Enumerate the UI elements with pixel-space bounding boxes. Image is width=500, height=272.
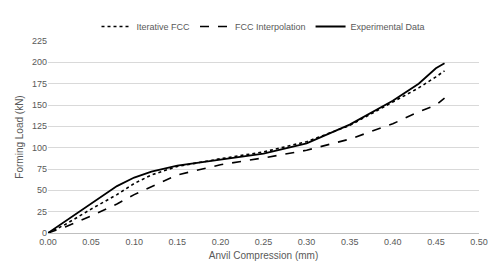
svg-text:0.35: 0.35 (341, 237, 359, 247)
svg-text:0.30: 0.30 (298, 237, 316, 247)
svg-text:0.40: 0.40 (384, 237, 402, 247)
svg-text:Anvil Compression (mm): Anvil Compression (mm) (209, 250, 318, 261)
svg-text:Iterative FCC: Iterative FCC (137, 22, 191, 32)
svg-text:0: 0 (42, 228, 47, 238)
svg-text:0.20: 0.20 (212, 237, 230, 247)
svg-text:0.45: 0.45 (427, 237, 445, 247)
svg-text:175: 175 (32, 79, 47, 89)
svg-text:50: 50 (37, 185, 47, 195)
svg-text:200: 200 (32, 57, 47, 67)
svg-text:225: 225 (32, 36, 47, 46)
svg-text:0.10: 0.10 (125, 237, 143, 247)
svg-text:75: 75 (37, 164, 47, 174)
svg-text:100: 100 (32, 143, 47, 153)
svg-text:0.25: 0.25 (255, 237, 273, 247)
svg-text:0.50: 0.50 (470, 237, 488, 247)
svg-text:25: 25 (37, 207, 47, 217)
svg-text:Experimental Data: Experimental Data (351, 22, 425, 32)
svg-text:150: 150 (32, 100, 47, 110)
svg-text:0.15: 0.15 (169, 237, 187, 247)
svg-text:0.00: 0.00 (39, 237, 57, 247)
svg-text:FCC Interpolation: FCC Interpolation (235, 22, 306, 32)
svg-text:Forming Load (kN): Forming Load (kN) (14, 95, 25, 178)
svg-text:125: 125 (32, 121, 47, 131)
svg-text:0.05: 0.05 (82, 237, 100, 247)
